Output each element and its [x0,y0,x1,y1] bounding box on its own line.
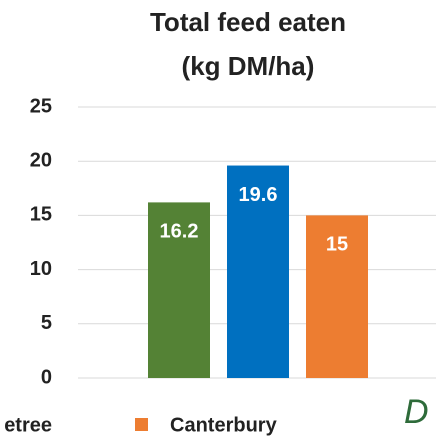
value-label: 15 [326,234,348,256]
legend-marker [135,418,148,431]
bar [148,202,210,378]
legend-label: Canterbury [170,414,278,436]
bar [227,165,289,378]
y-tick-label: 20 [30,149,52,171]
y-tick-label: 0 [41,366,52,388]
chart-title: Total feed eaten [150,7,346,37]
value-label: 19.6 [239,184,278,206]
legend-label: etree [4,414,52,436]
bar [306,215,368,378]
chart-subtitle: (kg DM/ha) [182,51,315,81]
y-tick-label: 10 [30,258,52,280]
y-tick-label: 25 [30,95,52,117]
y-tick-label: 15 [30,204,52,226]
y-tick-label: 5 [41,312,52,334]
value-label: 16.2 [160,221,199,243]
annotation: D [404,393,429,431]
